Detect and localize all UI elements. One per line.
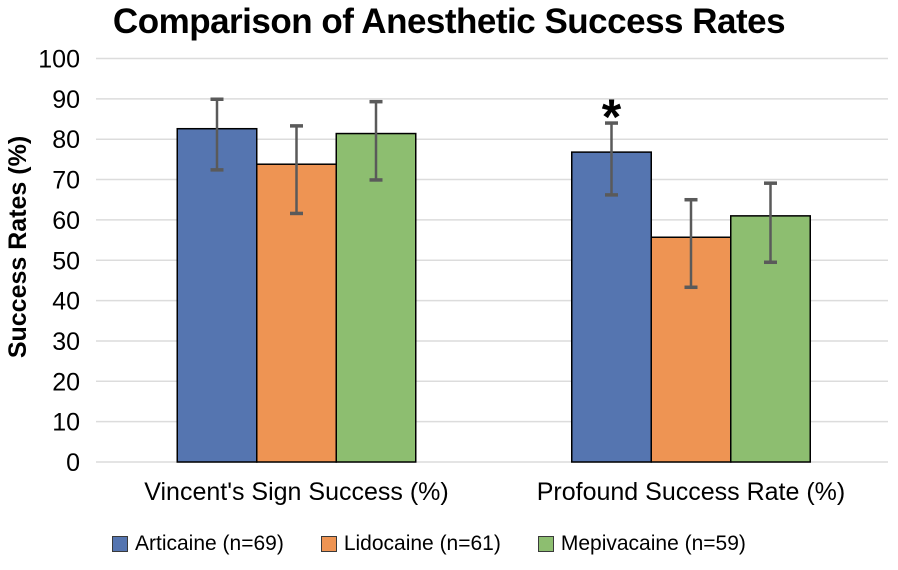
y-tick-label: 60	[52, 207, 80, 235]
y-tick-label: 50	[52, 247, 80, 275]
y-tick-label: 10	[52, 409, 80, 437]
legend-label: Mepivacaine (n=59)	[560, 532, 746, 555]
x-category-label: Vincent's Sign Success (%)	[144, 478, 448, 506]
y-tick-label: 20	[52, 368, 80, 396]
legend-swatch	[537, 536, 554, 552]
legend-item: Lidocaine (n=61)	[320, 532, 501, 556]
y-tick-label: 100	[38, 46, 80, 74]
chart-title: Comparison of Anesthetic Success Rates	[112, 2, 786, 41]
y-tick-label: 90	[52, 86, 80, 114]
y-tick-label: 40	[52, 288, 80, 316]
legend-swatch	[112, 536, 128, 552]
legend-label: Articaine (n=69)	[135, 532, 284, 555]
bar	[335, 132, 417, 463]
x-category-label: Profound Success Rate (%)	[537, 478, 845, 506]
y-tick-label: 30	[52, 328, 80, 356]
bar	[571, 151, 652, 463]
significance-asterisk: *	[602, 89, 622, 145]
legend-swatch	[320, 536, 337, 552]
legend: Articaine (n=69) Lidocaine (n=61) Mepivaca…	[112, 532, 746, 556]
legend-item: Articaine (n=69)	[112, 532, 284, 556]
y-tick-label: 80	[52, 126, 80, 154]
legend-item: Mepivacaine (n=59)	[537, 532, 746, 556]
bar	[176, 127, 258, 463]
y-tick-label: 0	[66, 449, 80, 477]
legend-label: Lidocaine (n=61)	[343, 532, 501, 555]
y-tick-label: 70	[52, 167, 80, 195]
